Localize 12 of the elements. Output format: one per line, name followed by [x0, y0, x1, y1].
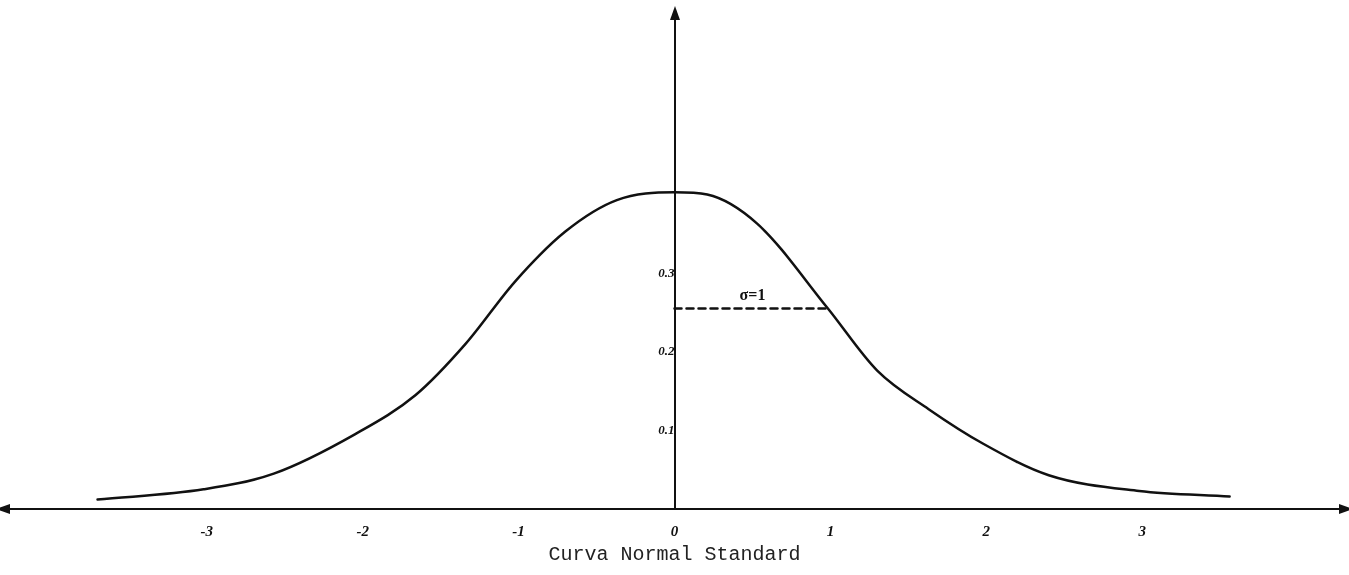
- text: Curva Normal Standard: [548, 543, 801, 567]
- x-tick-label: 2: [981, 522, 991, 539]
- annotation: σ=1: [739, 285, 766, 303]
- x-tick-label: 0: [670, 522, 679, 539]
- x-tick-label: 3: [1137, 522, 1147, 539]
- x-tick-label: -3: [200, 522, 214, 539]
- y-tick-label: 0.3: [658, 264, 675, 280]
- y-tick-label: 0.1: [658, 421, 675, 437]
- x-tick-label: -2: [356, 522, 370, 539]
- x-tick-label: -1: [512, 522, 525, 539]
- y-tick-label: 0.2: [658, 343, 675, 359]
- x-tick-label: 1: [826, 522, 835, 539]
